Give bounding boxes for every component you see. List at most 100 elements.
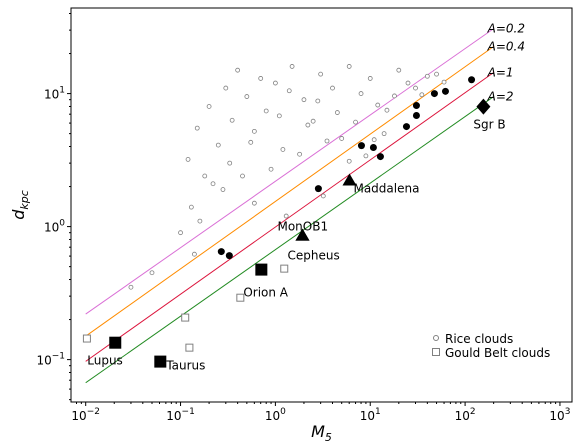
x-tick-label: 103: [549, 407, 570, 423]
a-line: [85, 72, 494, 362]
black-point: [412, 102, 420, 110]
a-line: [85, 28, 494, 315]
legend-marker: [433, 335, 439, 341]
rice-point: [384, 107, 390, 113]
plot-frame: [70, 7, 573, 403]
x-label-main: M: [311, 422, 325, 441]
black-point: [357, 142, 365, 150]
black-point: [430, 90, 438, 98]
x-tick-label: 10−1: [166, 407, 195, 423]
rice-point: [229, 117, 235, 123]
cloud-label: Cepheus: [287, 249, 339, 263]
cloud-label: Lupus: [87, 354, 123, 368]
rice-point: [297, 151, 303, 157]
black-point: [402, 123, 410, 131]
rice-point: [310, 118, 316, 124]
rice-point: [272, 80, 278, 86]
rice-point: [268, 166, 274, 172]
rice-point: [223, 85, 229, 91]
rice-point: [188, 204, 194, 210]
y-label-sub: kpc: [18, 190, 31, 209]
black-point: [376, 153, 384, 161]
rice-point: [206, 104, 212, 109]
line-label: A=0.2: [487, 22, 525, 36]
line-label: A=2: [487, 90, 514, 104]
named-marker: [154, 355, 167, 368]
line-label: A=1: [487, 66, 514, 80]
rice-point: [371, 137, 377, 143]
a-line: [85, 46, 494, 337]
cloud-label: Maddalena: [353, 182, 419, 196]
rice-point: [276, 113, 282, 119]
legend-label: Rice clouds: [445, 332, 513, 346]
gould-point: [185, 343, 194, 352]
black-point: [314, 185, 322, 193]
rice-point: [330, 85, 335, 91]
rice-point: [128, 284, 134, 290]
named-marker: [109, 336, 122, 349]
rice-point: [346, 158, 352, 164]
rice-point: [244, 94, 250, 99]
named-marker: [476, 98, 491, 115]
rice-point: [419, 92, 425, 98]
y-tick-label: 10−1: [36, 352, 65, 368]
black-point: [225, 252, 233, 260]
rice-point: [375, 102, 381, 108]
rice-point: [227, 160, 233, 166]
y-tick-label: 100: [44, 219, 65, 235]
rice-point: [220, 187, 226, 192]
x-axis-label: M5: [311, 422, 332, 442]
y-label-main: d: [9, 209, 28, 220]
named-marker: [255, 263, 268, 276]
rice-point: [280, 147, 286, 152]
rice-point: [185, 157, 191, 162]
line-label: A=0.4: [487, 39, 525, 53]
rice-point: [367, 76, 373, 81]
gould-point: [82, 334, 91, 343]
rice-point: [339, 136, 345, 141]
rice-point: [318, 71, 324, 77]
rice-point: [315, 98, 321, 104]
cloud-label: MonOB1: [277, 220, 328, 234]
legend-label: Gould Belt clouds: [445, 346, 550, 360]
rice-point: [358, 91, 364, 96]
y-tick-label: 101: [44, 86, 65, 102]
rice-point: [251, 128, 257, 134]
legend-marker: [432, 348, 440, 356]
rice-point: [363, 153, 369, 159]
black-point: [369, 144, 377, 152]
x-tick-label: 10−2: [71, 407, 100, 423]
rice-point: [353, 119, 358, 125]
rice-point: [413, 85, 418, 91]
rice-point: [197, 218, 203, 224]
rice-point: [334, 110, 340, 115]
rice-point: [346, 64, 352, 69]
a-line: [85, 96, 494, 384]
rice-point: [305, 122, 311, 128]
rice-point: [215, 142, 221, 148]
rice-point: [286, 88, 292, 94]
x-tick-label: 102: [455, 407, 476, 423]
cloud-label: Orion A: [243, 286, 288, 300]
rice-point: [441, 79, 447, 85]
black-point: [412, 112, 420, 120]
y-axis-label: dkpc: [9, 190, 31, 220]
rice-point: [235, 67, 241, 73]
rice-point: [263, 108, 269, 114]
rice-point: [405, 80, 411, 86]
black-point: [441, 87, 449, 95]
rice-point: [392, 93, 397, 99]
rice-point: [202, 173, 208, 179]
cloud-label: Taurus: [165, 359, 205, 373]
rice-point: [396, 67, 402, 73]
rice-point: [381, 131, 387, 137]
named-marker: [342, 173, 357, 186]
rice-point: [301, 97, 307, 103]
rice-point: [283, 213, 289, 219]
rice-point: [289, 64, 295, 69]
gould-point: [280, 264, 289, 273]
rice-point: [149, 270, 155, 276]
rice-point: [251, 200, 257, 206]
rice-point: [320, 193, 326, 199]
